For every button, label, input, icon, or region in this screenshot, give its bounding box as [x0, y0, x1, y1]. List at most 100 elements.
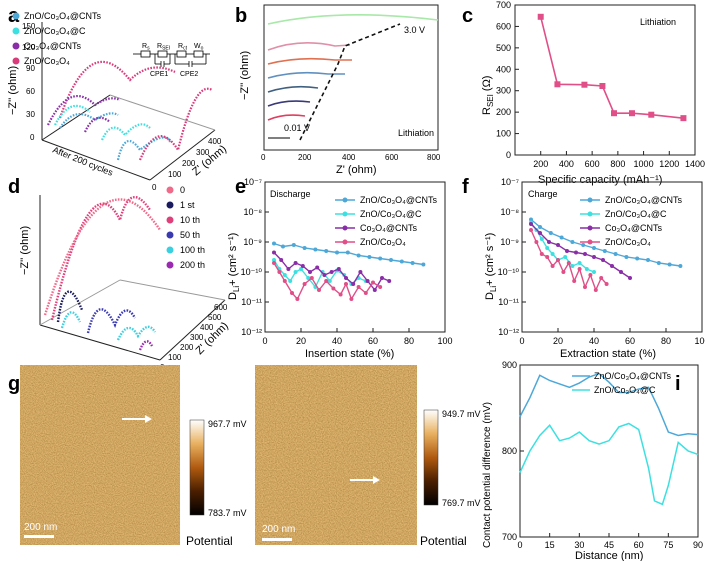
f-data-point: [529, 228, 533, 232]
f-ytick-label: 10⁻⁸: [500, 207, 519, 217]
panel-i: i 700 800 900 0 15 30 45 60 75 90 ZnO/Co₃O₄@CNTs…: [482, 360, 703, 561]
f-data-point: [619, 270, 623, 274]
f-data-point: [577, 261, 582, 265]
f-data-point: [550, 264, 555, 268]
panel-i-legend: ZnO/Co₃O₄@CNTs ZnO/Co₃O₄@C: [572, 371, 671, 395]
e-data-point: [277, 270, 282, 274]
e-ytick-label: 10⁻⁹: [243, 237, 262, 247]
panel-a-legend: ZnO/Co₃O₄@CNTs ZnO/Co₃O₄@C Co₃O₄@CNTs Zn…: [12, 11, 101, 66]
afm-image-h: [255, 365, 417, 545]
f-legend-marker: [587, 225, 593, 231]
i-legend-label: ZnO/Co₃O₄@C: [594, 385, 656, 395]
a-legend-marker-3: [12, 57, 20, 65]
equivalent-circuit: [133, 50, 210, 67]
a-curve-cnts-front: [59, 112, 119, 129]
panel-e-frame: [264, 181, 446, 333]
c-ytick-label: 700: [496, 0, 511, 10]
e-xtick-label: 0: [262, 336, 267, 346]
f-data-point: [547, 240, 551, 244]
panel-c-title: Lithiation: [640, 17, 676, 27]
d-xtick-4: 400: [200, 323, 214, 332]
e-data-point: [380, 276, 384, 280]
panel-e-yticks: 10⁻¹² 10⁻¹¹ 10⁻¹⁰ 10⁻⁹ 10⁻⁸ 10⁻⁷: [241, 177, 269, 337]
f-data-point: [592, 255, 596, 259]
panel-a-zlabel: −Z'' (ohm): [7, 66, 19, 115]
e-data-point: [288, 279, 293, 283]
a-xtick-3: 300: [196, 148, 210, 157]
f-data-point: [556, 243, 560, 247]
circuit-r-ct: Rct: [178, 43, 188, 52]
d-legend-2: 10 th: [180, 215, 200, 225]
panel-f-ylabel: DLi+ (cm² s⁻¹): [484, 233, 498, 300]
e-legend-label: ZnO/Co₃O₄: [360, 237, 406, 247]
c-ytick-label: 100: [496, 129, 511, 139]
d-legend-marker-2: [166, 216, 174, 224]
b-curve-4: [267, 71, 345, 79]
e-data-point: [317, 288, 321, 292]
panel-label-f: f: [462, 176, 469, 198]
f-ytick-label: 10⁻¹¹: [498, 297, 519, 307]
f-data-point: [613, 252, 618, 256]
d-xtick-1: 100: [168, 353, 182, 362]
f-data-point: [604, 282, 609, 286]
f-xtick-label: 60: [625, 336, 635, 346]
i-xtick-label: 75: [663, 540, 673, 550]
e-legend-marker: [342, 211, 348, 217]
panel-c-frame: [514, 4, 696, 156]
f-data-point: [628, 276, 632, 280]
f-data-point: [561, 270, 566, 274]
panel-d: d −Z'' (ohm) 0 100 200 300 400 500 600 Z…: [8, 176, 231, 372]
e-data-point: [281, 244, 285, 249]
e-data-point: [308, 270, 312, 274]
e-data-point: [344, 276, 348, 280]
e-xtick-label: 100: [437, 336, 452, 346]
c-ytick-label: 500: [496, 43, 511, 53]
panel-a: a −Z'' (ohm) 150 120 90 60 30 0 0 100 20…: [7, 5, 229, 192]
panel-g: g 200 nm 967.7 mV 783.7 mV Potential: [8, 365, 247, 548]
f-data-point: [588, 273, 593, 277]
a-ztick-0: 150: [22, 22, 36, 31]
f-legend-marker: [587, 197, 593, 203]
b-xtick-1: 200: [298, 153, 312, 162]
f-data-point: [556, 258, 560, 262]
a-ztick-3: 60: [26, 87, 35, 96]
f-data-point: [563, 255, 568, 259]
a-legend-marker-0: [12, 12, 20, 20]
e-data-point: [349, 297, 354, 301]
b-curve-7: [267, 114, 306, 121]
e-xtick-label: 60: [368, 336, 378, 346]
f-data-point: [599, 276, 604, 280]
i-legend-label: ZnO/Co₃O₄@CNTs: [594, 371, 671, 381]
f-data-point: [577, 267, 582, 271]
panel-b-ylabel: −Z'' (ohm): [239, 51, 251, 100]
e-data-point: [290, 291, 294, 295]
f-xtick-label: 80: [661, 336, 671, 346]
panel-e: e 10⁻¹² 10⁻¹¹ 10⁻¹⁰ 10⁻⁹ 10⁻⁸ 10⁻⁷ 0 20 40 60 80 1…: [227, 176, 453, 360]
circuit-cpe1: CPE1: [150, 71, 168, 78]
panel-e-legend: ZnO/Co₃O₄@CNTs ZnO/Co₃O₄@C Co₃O₄@CNTs ZnO/C…: [335, 195, 437, 247]
panel-c-yticks: 0 100 200 300 400 500 600 700: [496, 0, 519, 160]
f-data-point: [545, 246, 550, 250]
panel-c-series: [537, 13, 687, 122]
d-legend-marker-3: [166, 231, 174, 239]
f-ytick-label: 10⁻⁹: [500, 237, 519, 247]
panel-b-frame: [263, 4, 439, 151]
c-ytick-label: 600: [496, 21, 511, 31]
f-data-point: [529, 222, 533, 226]
panel-i-ylabel: Contact potential difference (mV): [482, 402, 493, 548]
i-xtick-label: 90: [693, 540, 703, 550]
f-data-point: [550, 252, 555, 256]
i-series-line-0: [519, 372, 699, 437]
a-legend-2: Co₃O₄@CNTs: [24, 41, 81, 51]
a-legend-marker-1: [12, 27, 20, 35]
f-data-point: [592, 270, 596, 274]
e-ytick-label: 10⁻⁷: [244, 177, 262, 187]
panel-label-e: e: [235, 176, 246, 198]
e-legend-label: Co₃O₄@CNTs: [360, 223, 417, 233]
e-data-point: [282, 273, 287, 277]
e-xtick-label: 40: [332, 336, 342, 346]
b-xtick-4: 800: [427, 153, 441, 162]
panel-h: h 200 nm 949.7 mV 769.7 mV Potential: [255, 365, 481, 548]
a-legend-1: ZnO/Co₃O₄@C: [24, 26, 86, 36]
